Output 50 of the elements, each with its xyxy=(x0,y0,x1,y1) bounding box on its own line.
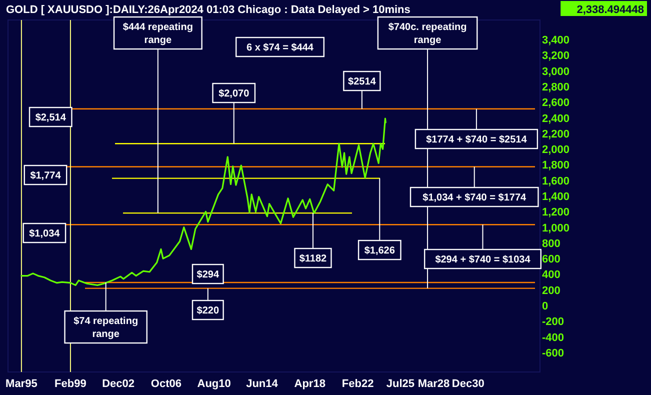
x-tick-label: Jun14 xyxy=(246,378,279,390)
annotation: $1,626 xyxy=(364,246,396,256)
annotation: $2514 xyxy=(348,76,376,88)
annotation: $1,034 + $740 = $1774 xyxy=(422,192,527,204)
annotation: $1182 xyxy=(299,254,328,264)
x-tick-label: Mar95 xyxy=(6,378,38,390)
annotation: $220 xyxy=(196,306,220,316)
y-tick-label: 2,000 xyxy=(542,144,570,156)
y-tick-label: 1,600 xyxy=(542,175,570,188)
x-tick-label: Mar28 xyxy=(418,378,450,390)
y-tick-label: 3,200 xyxy=(542,50,570,62)
x-tick-label: Oct06 xyxy=(150,378,182,390)
y-tick-label: 1,200 xyxy=(542,206,570,219)
annotation: $2,514 xyxy=(35,112,66,124)
y-tick-label: 800 xyxy=(542,238,560,250)
x-tick-label: Aug10 xyxy=(197,378,231,390)
x-tick-label: Feb22 xyxy=(342,378,374,390)
y-tick-label: 2,200 xyxy=(542,128,570,140)
x-tick-label: Dec30 xyxy=(452,378,484,390)
y-tick-label: -400 xyxy=(542,332,564,344)
annotation: 6 x $74 = $444 xyxy=(246,42,314,54)
annotation: $740c. repeating range xyxy=(388,22,467,46)
y-tick-label: 1,800 xyxy=(542,160,570,172)
annotation: $74 repeating range xyxy=(74,316,138,340)
annotation: $1,034 xyxy=(29,228,60,240)
y-tick-label: 2,400 xyxy=(542,112,570,125)
y-tick-label: -600 xyxy=(542,347,564,360)
x-tick-label: Dec02 xyxy=(102,378,135,390)
y-tick-label: 2,800 xyxy=(542,81,570,94)
y-tick-label: 2,600 xyxy=(542,97,570,110)
y-tick-label: 3,000 xyxy=(542,66,570,78)
x-tick-label: Feb99 xyxy=(54,378,86,390)
annotation: $1,774 xyxy=(30,170,62,182)
y-tick-label: 600 xyxy=(542,254,560,266)
y-tick-label: -200 xyxy=(542,316,564,328)
y-tick-label: 3,400 xyxy=(542,34,570,47)
annotation: $294 + $740 = $1034 xyxy=(435,254,531,266)
y-tick-label: 400 xyxy=(542,269,560,282)
y-tick-label: 1,000 xyxy=(542,222,570,234)
annotation: $444 repeating range xyxy=(122,22,193,46)
y-tick-label: 200 xyxy=(542,284,560,297)
annotation: $1774 + $740 = $2514 xyxy=(426,134,528,146)
annotation: $2,070 xyxy=(218,88,250,100)
chart-title: GOLD [ XAUUSDO ]:DAILY:26Apr2024 01:03 Chicago : Data Delayed > 10mins xyxy=(6,4,410,16)
annotation: $294 xyxy=(196,270,220,280)
x-tick-label: Jul25 xyxy=(386,378,415,390)
y-tick-label: 1,400 xyxy=(542,191,570,203)
y-tick-label: 0 xyxy=(542,300,548,313)
x-tick-label: Apr18 xyxy=(294,378,326,390)
text: 2,338.494448 xyxy=(576,4,644,16)
